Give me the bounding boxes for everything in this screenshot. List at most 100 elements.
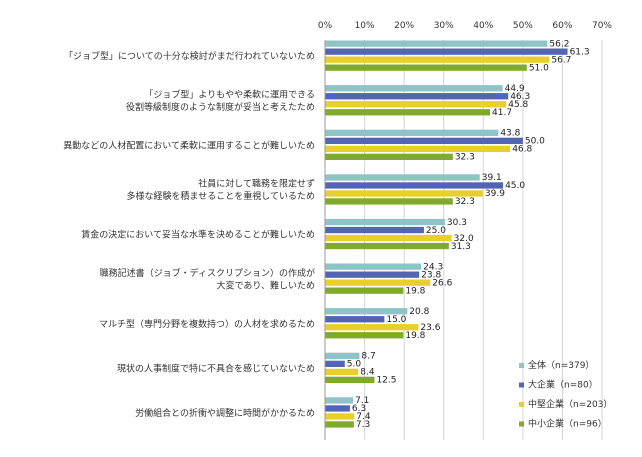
- x-tick-label: 30%: [434, 21, 454, 31]
- data-label: 46.3: [510, 92, 530, 102]
- bar: [325, 360, 345, 367]
- data-label: 12.5: [376, 376, 396, 386]
- data-label: 7.1: [355, 396, 369, 406]
- legend-swatch: [519, 402, 524, 407]
- category-label: 異動などの人材配置において柔軟に運用することが難しいため: [63, 139, 315, 151]
- category-label: 大変であり、難しいため: [216, 279, 315, 291]
- data-label: 50.0: [525, 137, 545, 147]
- data-label: 32.0: [454, 234, 474, 244]
- bar: [325, 287, 404, 294]
- category-label: 多様な経験を積ませることを重視しているため: [127, 190, 315, 202]
- data-label: 39.9: [485, 189, 505, 199]
- bar: [325, 40, 548, 47]
- x-tick-label: 10%: [355, 21, 375, 31]
- bar: [325, 218, 445, 226]
- category-label: 賃金の決定において妥当な水準を決めることが難しいため: [81, 229, 315, 241]
- bar: [325, 85, 503, 92]
- data-label: 56.7: [551, 55, 571, 65]
- data-label: 24.3: [423, 262, 443, 272]
- bar: [325, 198, 453, 205]
- bar: [325, 234, 452, 242]
- legend-label: 中小企業（n=96）: [528, 418, 607, 430]
- category-label: マルチ型（専門分野を複数持つ）の人材を求めるため: [99, 318, 315, 330]
- bar: [325, 368, 359, 375]
- data-label: 8.7: [361, 352, 375, 362]
- x-tick-label: 70%: [592, 21, 612, 31]
- legend-swatch: [519, 382, 524, 388]
- data-label: 31.3: [451, 242, 471, 252]
- bar: [325, 182, 504, 189]
- data-label: 25.0: [426, 226, 446, 236]
- bar: [325, 109, 491, 116]
- bar: [325, 153, 453, 160]
- bar: [325, 376, 375, 383]
- data-label: 32.3: [455, 197, 475, 207]
- category-label: 労働組合との折衝や調整に時間がかかるため: [135, 407, 315, 419]
- bar: [325, 271, 420, 278]
- category-label: 「ジョブ型」についての十分な検討がまだ行われていないため: [64, 50, 315, 62]
- bar: [325, 145, 511, 152]
- bar: [325, 332, 404, 339]
- x-tick-label: 50%: [513, 21, 533, 31]
- bar: [325, 226, 424, 234]
- bar: [325, 316, 385, 323]
- data-label: 32.3: [455, 153, 475, 163]
- data-label: 19.8: [405, 286, 425, 296]
- bar: [325, 48, 568, 55]
- bar: [325, 421, 354, 428]
- x-tick-label: 60%: [552, 21, 572, 31]
- legend-label: 全体（n=379）: [528, 359, 594, 371]
- data-label: 45.0: [505, 181, 525, 191]
- bar: [325, 405, 350, 412]
- bar: [325, 397, 354, 404]
- legend-label: 中堅企業（n=203）: [528, 398, 612, 410]
- data-label: 45.8: [508, 100, 528, 110]
- data-label: 8.4: [360, 368, 375, 378]
- data-label: 23.8: [421, 270, 441, 280]
- data-label: 5.0: [347, 360, 362, 370]
- bar: [325, 137, 523, 144]
- category-label: 役割等級制度のような制度が妥当と考えたため: [126, 101, 315, 113]
- bar: [325, 129, 499, 136]
- data-label: 44.9: [505, 84, 525, 94]
- data-label: 23.6: [420, 323, 440, 333]
- data-label: 19.8: [405, 331, 425, 341]
- data-label: 56.2: [549, 39, 569, 49]
- bar: [325, 279, 431, 286]
- bar: [325, 64, 527, 71]
- legend-swatch: [519, 363, 524, 368]
- bar: [325, 324, 419, 331]
- data-label: 41.7: [492, 108, 512, 118]
- data-label: 46.8: [512, 145, 532, 155]
- data-label: 20.8: [409, 307, 429, 317]
- category-label: 職務記述書（ジョブ・ディスクリプション）の作成が: [100, 267, 315, 279]
- bar: [325, 56, 550, 63]
- bar: [325, 352, 360, 359]
- bar: [325, 174, 480, 181]
- bar: [325, 413, 355, 420]
- data-label: 30.3: [447, 218, 467, 228]
- category-label: 社員に対して職務を限定せず: [198, 178, 315, 190]
- data-label: 51.0: [529, 63, 549, 73]
- bar: [325, 308, 408, 315]
- data-label: 6.3: [352, 404, 366, 414]
- bar: [325, 101, 507, 108]
- category-label: 「ジョブ型」よりもやや柔軟に運用できる: [144, 89, 315, 101]
- bar: [325, 190, 483, 197]
- data-label: 15.0: [386, 315, 406, 325]
- data-label: 43.8: [500, 129, 520, 139]
- legend-swatch: [519, 421, 524, 427]
- data-label: 7.4: [356, 412, 371, 422]
- x-tick-label: 0%: [318, 21, 333, 31]
- legend-label: 大企業（n=80）: [528, 379, 598, 391]
- data-label: 61.3: [570, 47, 590, 57]
- data-label: 26.6: [432, 278, 452, 288]
- x-tick-label: 20%: [394, 21, 414, 31]
- data-label: 7.3: [356, 420, 370, 430]
- bar: [325, 242, 449, 250]
- bar: [325, 263, 422, 270]
- category-label: 現状の人事制度で特に不具合を感じていないため: [117, 362, 315, 374]
- bar: [325, 93, 509, 100]
- x-tick-label: 40%: [473, 21, 493, 31]
